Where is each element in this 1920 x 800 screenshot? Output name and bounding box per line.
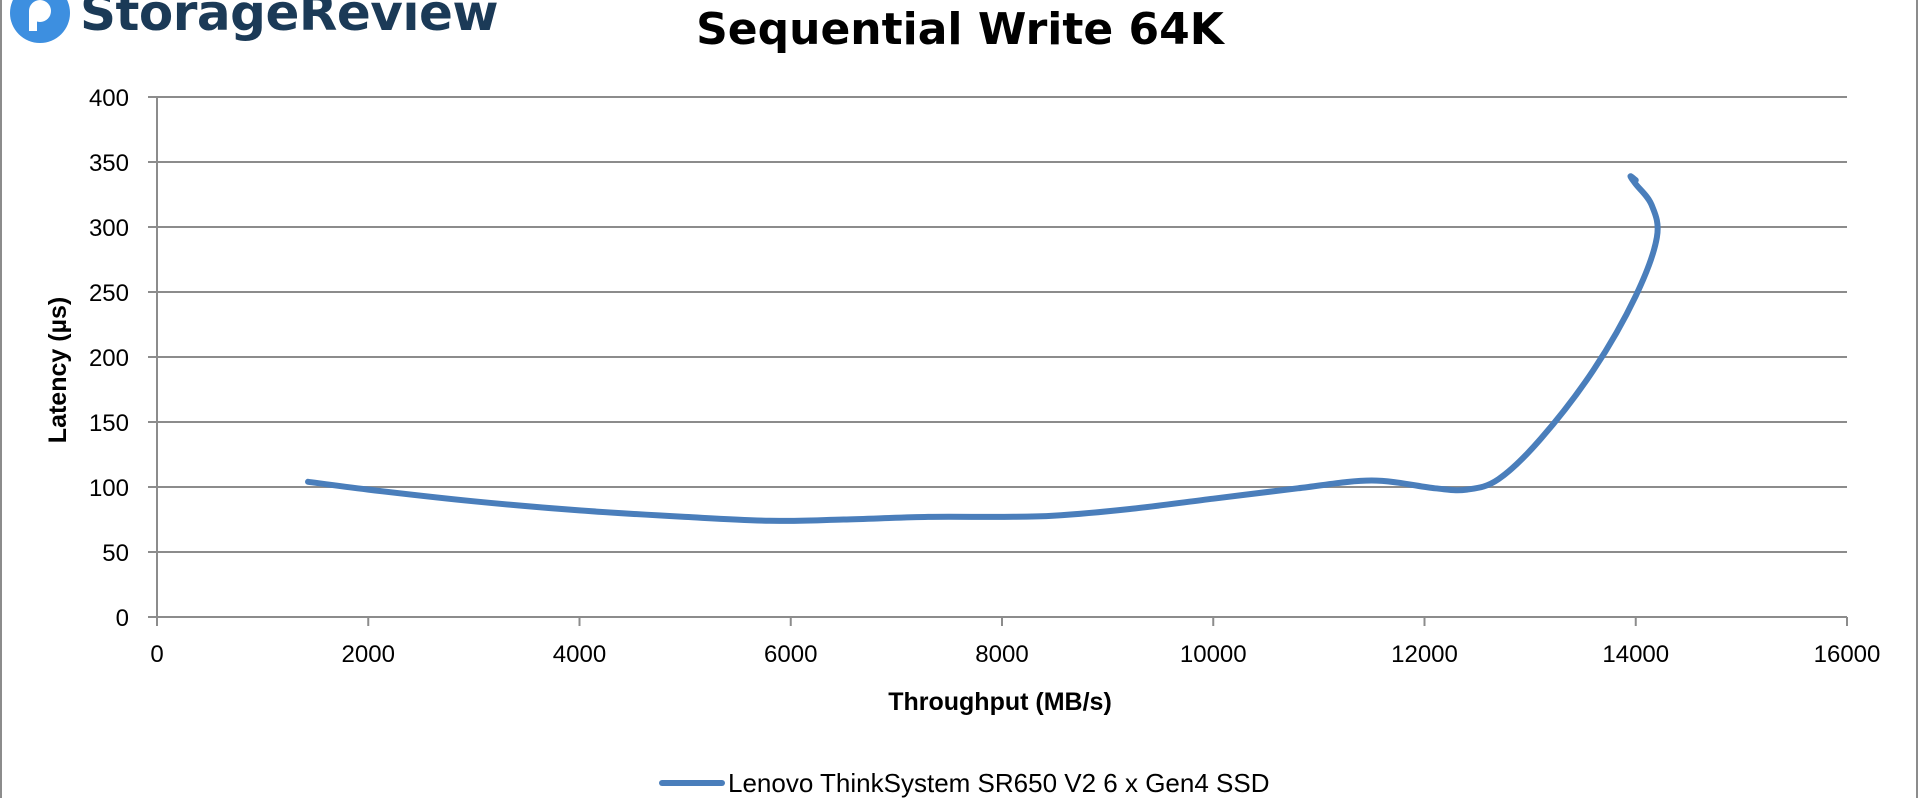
x-tick-label: 16000 (1814, 641, 1881, 668)
series-layer (305, 173, 1661, 524)
y-tick-label: 300 (89, 215, 129, 242)
x-axis-title: Throughput (MB/s) (888, 688, 1112, 716)
x-tick-label: 14000 (1602, 641, 1669, 668)
storagereview-logo-icon (10, 0, 70, 43)
storagereview-logo-text: StorageReview (80, 0, 499, 42)
series-line (305, 173, 1661, 524)
legend: Lenovo ThinkSystem SR650 V2 6 x Gen4 SSD (659, 768, 1269, 798)
x-axis-ticks: 0 2000 4000 6000 8000 10000 12000 14000 16000 (150, 617, 1880, 668)
grid-lines (157, 96, 1847, 553)
x-tick-label: 8000 (975, 641, 1028, 668)
x-tick-label: 6000 (764, 641, 817, 668)
y-tick-label: 250 (89, 280, 129, 307)
x-tick-label: 10000 (1180, 641, 1247, 668)
y-tick-label: 150 (89, 410, 129, 437)
legend-label: Lenovo ThinkSystem SR650 V2 6 x Gen4 SSD (728, 768, 1269, 798)
y-axis-title: Latency (µs) (44, 297, 72, 443)
x-tick-label: 12000 (1391, 641, 1458, 668)
y-tick-label: 200 (89, 345, 129, 372)
y-tick-label: 350 (89, 150, 129, 177)
y-tick-label: 50 (102, 540, 129, 567)
storagereview-logo: StorageReview (8, 0, 499, 48)
y-tick-label: 400 (89, 85, 129, 112)
x-tick-label: 2000 (342, 641, 395, 668)
y-axis-ticks: 0 50 100 150 200 250 300 350 400 (89, 85, 157, 632)
chart-title: Sequential Write 64K (696, 4, 1226, 55)
y-tick-label: 100 (89, 475, 129, 502)
x-tick-label: 0 (150, 641, 163, 668)
x-tick-label: 4000 (553, 641, 606, 668)
y-tick-label: 0 (116, 605, 129, 632)
